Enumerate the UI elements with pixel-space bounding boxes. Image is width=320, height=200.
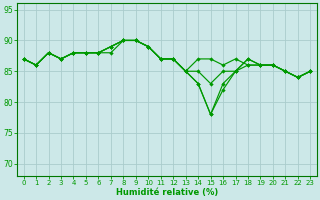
X-axis label: Humidité relative (%): Humidité relative (%) bbox=[116, 188, 218, 197]
